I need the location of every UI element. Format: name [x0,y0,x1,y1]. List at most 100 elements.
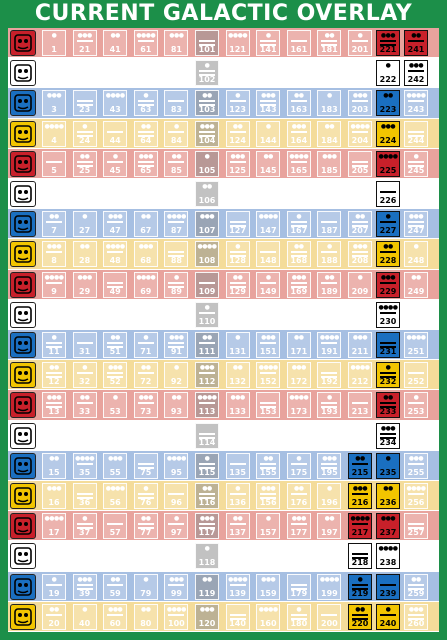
kin-number: 138 [229,558,246,568]
tone-dots: ●●●● [136,273,156,281]
tone-dots [257,244,279,249]
tone-dots: ●●●● [166,62,186,70]
tone-dots: ● [143,92,149,100]
tone-bars [290,40,307,44]
tone-bars [168,191,185,195]
kin-number: 1 [51,45,57,54]
tone-dots [377,577,399,582]
kin-cell: ●● 207 [348,211,372,238]
tone-dots: ● [327,243,332,251]
tone-bars [76,342,93,346]
tone-bars [76,160,93,169]
kin-cell: ● 175 [286,452,311,479]
kin-number: 91 [170,347,182,356]
kin-number: 47 [109,226,121,236]
tone-dots: ●●●● [44,515,64,523]
kin-number: 237 [379,528,397,538]
tone-bars [168,613,185,618]
tone-dots: ● [174,273,179,281]
tone-dots: ●●● [261,334,276,341]
tone-dots [165,486,187,491]
kin-number: 69 [140,286,152,296]
kin-number: 175 [290,467,308,477]
kin-number: 185 [321,165,338,175]
kin-cell: ●● 129 [225,271,250,298]
kin-number: 174 [290,437,308,447]
kin-cell: ●● 137 [225,513,250,540]
kin-cell: ● 248 [404,241,428,268]
tone-bars [260,251,277,255]
kin-number: 77 [140,528,152,538]
kin-cell: ●●● 112 [195,362,219,389]
kin-cell: ● 258 [404,543,428,570]
kin-number: 5 [51,165,57,175]
tone-bars [380,372,396,380]
tone-bars [168,523,185,527]
kin-cell: ●●●● 74 [133,422,158,449]
sun-seal-icon [10,603,36,630]
tone-dots [405,124,427,129]
kin-cell: ● 40 [72,603,97,630]
tone-bars [408,493,424,497]
kin-cell: ●●●● 186 [317,181,342,207]
kin-number: 191 [321,347,338,356]
kin-number: 38 [79,558,91,568]
tone-dots: ●●●● [350,515,370,523]
earth-seal-icon [10,513,36,540]
tone-dots: ●●● [322,454,337,462]
kin-number: 230 [379,316,397,326]
kin-cell: ● 201 [348,30,372,56]
kin-cell: ●●● 55 [103,452,128,479]
kin-cell: ●●● 107 [195,211,219,238]
kin-cell: ● 37 [72,513,97,540]
kin-cell: ●● 150 [256,301,281,328]
kin-cell: 257 [404,513,428,540]
tone-bars [321,342,338,346]
kin-cell: ●● 54 [103,422,128,449]
tone-bars [199,281,215,286]
kin-number: 35 [79,467,91,477]
kin-cell: ●●●● 35 [72,452,97,479]
tone-bars [380,311,396,316]
tone-bars [408,191,424,199]
tone-dots: ● [204,62,210,70]
kin-cell: ●●● 260 [404,603,428,630]
tone-bars [199,462,215,471]
tone-bars [352,493,368,497]
kin-number: 118 [198,558,216,568]
tone-dots: ●● [263,303,273,311]
kin-cell: ● 24 [72,120,97,147]
kin-cell: ●● 72 [133,362,158,389]
kin-number: 60 [109,618,121,628]
kin-cell: ●●●● 256 [404,483,428,509]
tone-dots: ●●● [77,32,92,39]
tone-dots: ● [143,334,149,341]
tone-bars [352,583,368,592]
kin-cell: 83 [164,90,189,117]
tone-dots: ● [51,424,57,432]
tone-dots: ●● [263,62,273,70]
tone-bars [352,432,368,437]
tone-bars [46,191,62,195]
tone-dots: ●●●● [406,334,426,341]
kin-number: 107 [198,226,216,236]
tone-bars [137,100,154,108]
kin-number: 93 [170,407,182,417]
kin-cell: ●● 7 [42,211,66,238]
tone-dots: ● [112,545,118,553]
kin-cell: ●●● 198 [317,543,342,570]
kin-cell: ●●●● 82 [164,60,189,87]
tone-dots: ● [204,454,210,462]
tone-dots: ●● [141,364,151,372]
tone-dots: ●● [294,92,304,100]
tone-bars [229,613,246,622]
kin-number: 62 [140,75,152,85]
tone-dots [227,214,249,219]
tone-dots: ●●●● [406,92,426,100]
tone-dots: ●●● [230,394,245,402]
kin-number: 170 [290,316,308,326]
kin-cell: ● 196 [317,483,342,509]
tone-dots: ●● [110,183,120,190]
kin-cell: ● 66 [133,181,158,207]
tone-dots: ●● [202,485,212,492]
